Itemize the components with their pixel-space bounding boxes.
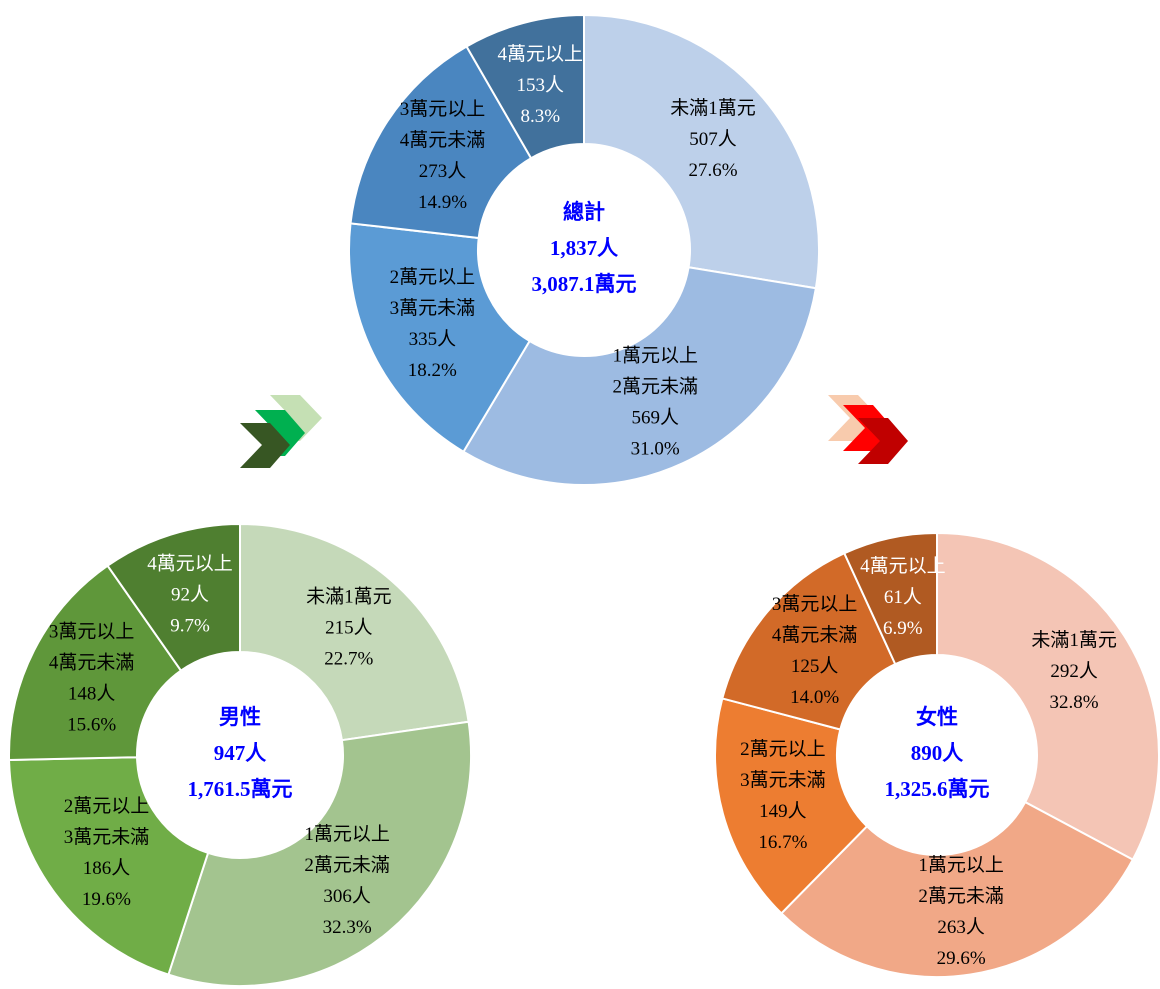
center-label: 1,761.5萬元 [188, 777, 293, 801]
slice-label: 92人 [171, 584, 209, 606]
slice-label: 18.2% [408, 360, 457, 381]
slice-label: 32.3% [323, 917, 372, 938]
slice-label: 9.7% [170, 616, 210, 637]
slice-label: 215人 [325, 617, 373, 639]
slice-label: 3萬元未滿 [390, 297, 476, 319]
slice-label: 4萬元以上 [860, 555, 946, 577]
slice-label: 未滿1萬元 [306, 586, 392, 608]
slice-label: 2萬元以上 [740, 738, 826, 760]
slice [936, 531, 1160, 861]
slice [842, 531, 938, 666]
slice [8, 756, 210, 976]
slice-label: 148人 [68, 683, 116, 705]
slice-label: 3萬元以上 [772, 593, 858, 615]
slice-label: 32.8% [1050, 692, 1099, 713]
slice-label: 27.6% [688, 160, 737, 181]
slice-label: 4萬元以上 [147, 553, 233, 575]
slice-label: 3萬元以上 [400, 98, 486, 120]
slice [167, 720, 472, 987]
slice [348, 222, 531, 454]
center-label: 890人 [911, 741, 964, 765]
center-label: 男性 [219, 705, 261, 729]
center-label: 1,325.6萬元 [885, 777, 990, 801]
slice-label: 4萬元未滿 [49, 652, 135, 674]
center-label: 總計 [563, 200, 605, 224]
slice-label: 2萬元未滿 [918, 885, 1004, 907]
slice-label: 3萬元未滿 [64, 826, 150, 848]
slice-label: 3萬元未滿 [740, 769, 826, 791]
slice-label: 14.0% [790, 687, 839, 708]
slice [583, 13, 820, 290]
slice-label: 4萬元未滿 [400, 129, 486, 151]
slice [106, 522, 241, 672]
slice [462, 266, 818, 486]
slice-label: 8.3% [520, 106, 560, 127]
center-label: 3,087.1萬元 [532, 272, 637, 296]
slice-label: 6.9% [883, 618, 923, 639]
slice [465, 13, 585, 160]
slice-label: 16.7% [758, 832, 807, 853]
slice-label: 2萬元未滿 [612, 375, 698, 397]
slice [779, 800, 1135, 978]
slice-label: 未滿1萬元 [670, 97, 756, 119]
slice [349, 45, 533, 240]
slice [714, 697, 869, 915]
slice-label: 149人 [759, 800, 807, 822]
slice-label: 15.6% [67, 715, 116, 736]
slice-label: 306人 [323, 885, 371, 907]
slice-label: 2萬元以上 [390, 266, 476, 288]
slice-label: 153人 [516, 74, 564, 96]
slice-label: 3萬元以上 [49, 621, 135, 643]
slice-label: 186人 [83, 857, 131, 879]
slice-label: 1萬元以上 [612, 344, 698, 366]
slice-label: 2萬元以上 [64, 795, 150, 817]
slice-label: 4萬元未滿 [772, 624, 858, 646]
slice [239, 522, 470, 742]
slice-label: 14.9% [418, 192, 467, 213]
slice-label: 292人 [1050, 660, 1098, 682]
slice-label: 273人 [419, 160, 467, 182]
slice-label: 19.6% [82, 889, 131, 910]
center-label: 女性 [916, 705, 958, 729]
slice-label: 507人 [689, 128, 737, 150]
slice-label: 4萬元以上 [497, 43, 583, 65]
slice [721, 551, 897, 731]
slice-label: 569人 [631, 406, 679, 428]
arrow-red [828, 395, 908, 464]
slice-label: 未滿1萬元 [1031, 629, 1117, 651]
center-label: 1,837人 [550, 236, 618, 260]
slice-label: 29.6% [937, 948, 986, 969]
arrow-green [240, 395, 322, 468]
slice [8, 564, 183, 762]
center-label: 947人 [214, 741, 267, 765]
slice-label: 1萬元以上 [918, 854, 1004, 876]
slice-label: 22.7% [324, 649, 373, 670]
slice-label: 61人 [884, 586, 922, 608]
slice-label: 31.0% [631, 438, 680, 459]
slice-label: 1萬元以上 [304, 823, 390, 845]
slice-label: 2萬元未滿 [304, 854, 390, 876]
slice-label: 335人 [409, 328, 457, 350]
slice-label: 263人 [937, 916, 985, 938]
slice-label: 125人 [791, 655, 839, 677]
